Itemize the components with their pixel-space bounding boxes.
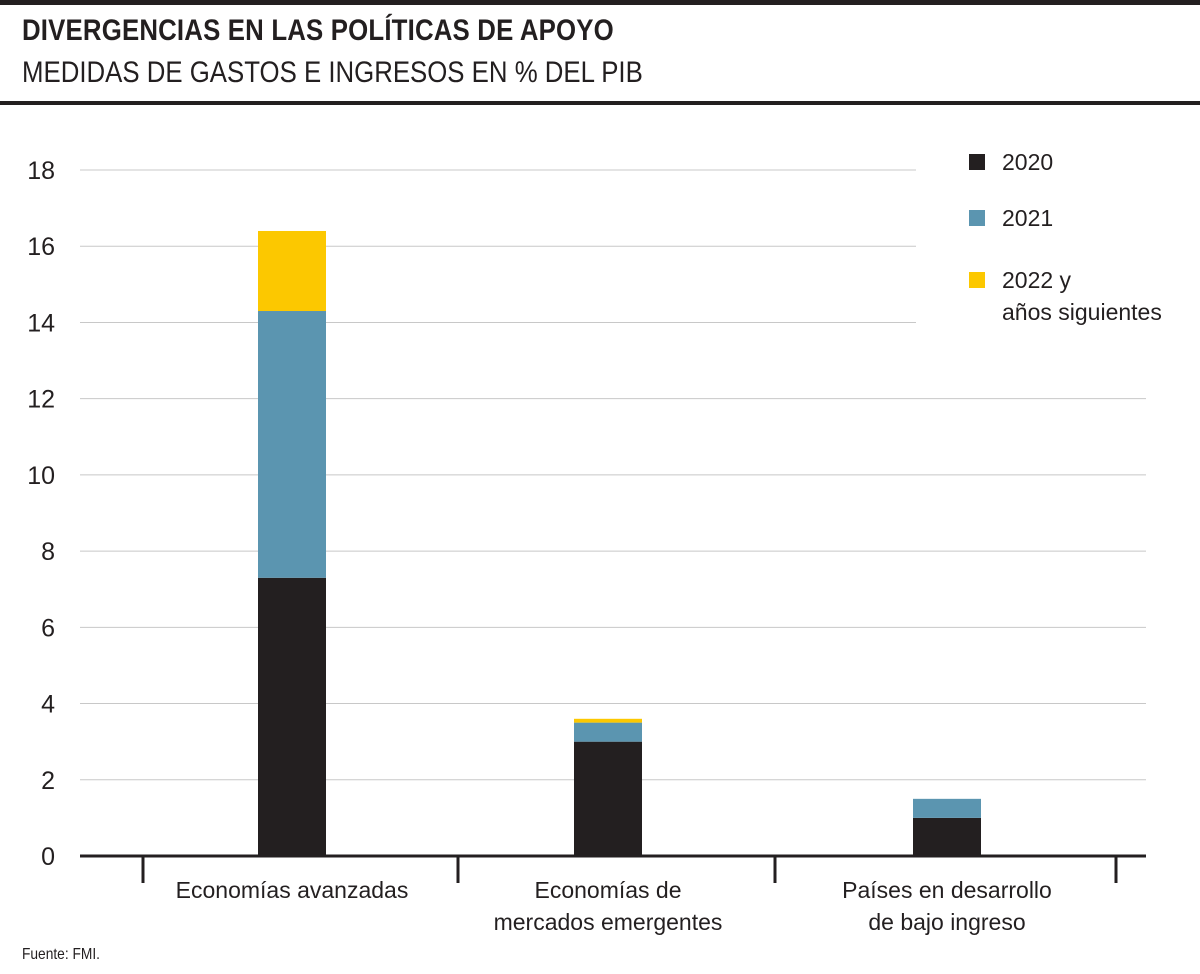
y-tick-label: 0 bbox=[41, 843, 55, 871]
category-label: de bajo ingreso bbox=[868, 909, 1025, 935]
bar-segment-2021 bbox=[574, 723, 642, 742]
bar-segment-2021 bbox=[258, 311, 326, 578]
category-label: mercados emergentes bbox=[494, 909, 723, 935]
bar-segment-2020 bbox=[258, 578, 326, 856]
bar-segment-2020 bbox=[574, 742, 642, 856]
y-tick-label: 8 bbox=[41, 538, 55, 566]
y-tick-label: 6 bbox=[41, 614, 55, 642]
category-label: Países en desarrollo bbox=[842, 877, 1052, 903]
bar-segment-2022-y-años-siguientes bbox=[574, 719, 642, 723]
y-tick-label: 16 bbox=[27, 233, 55, 261]
bar-segment-2022-y-años-siguientes bbox=[258, 231, 326, 311]
legend-label: años siguientes bbox=[1002, 299, 1162, 325]
source-note: Fuente: FMI. bbox=[22, 946, 100, 964]
y-tick-label: 4 bbox=[41, 691, 55, 719]
legend-swatch bbox=[969, 210, 985, 226]
bar-segment-2020 bbox=[913, 818, 981, 856]
legend-label: 2021 bbox=[1002, 205, 1053, 231]
stacked-bar-chart: 0 2 4 6 8 10 12 14 16 18 Economías avanzadas Econom… bbox=[0, 0, 1200, 974]
y-tick-label: 12 bbox=[27, 386, 55, 414]
legend-swatch bbox=[969, 272, 985, 288]
y-tick-label: 14 bbox=[27, 309, 55, 337]
y-tick-label: 2 bbox=[41, 767, 55, 795]
y-tick-label: 10 bbox=[27, 462, 55, 490]
bar-segment-2021 bbox=[913, 799, 981, 818]
category-label: Economías avanzadas bbox=[176, 877, 409, 903]
legend-swatch bbox=[969, 154, 985, 170]
y-tick-label: 18 bbox=[27, 157, 55, 185]
legend-label: 2022 y bbox=[1002, 267, 1072, 293]
category-label: Economías de bbox=[534, 877, 681, 903]
legend-label: 2020 bbox=[1002, 149, 1053, 175]
